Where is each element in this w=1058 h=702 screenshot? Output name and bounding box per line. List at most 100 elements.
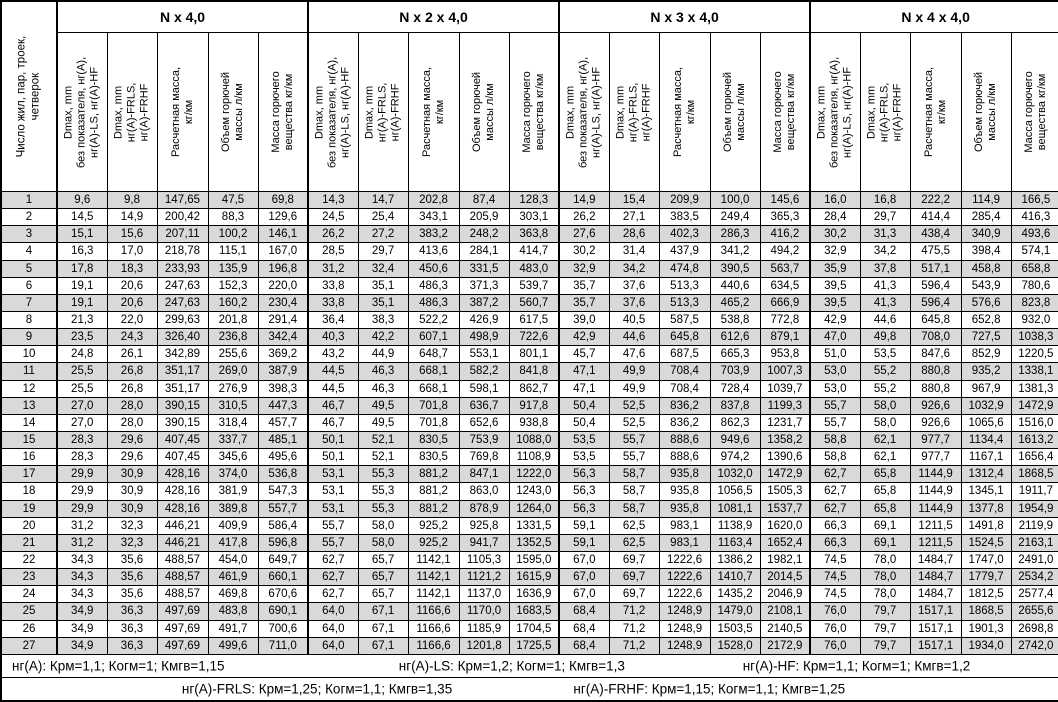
table-cell: 145,6	[759, 190, 811, 210]
table-cell: 24,5	[307, 208, 359, 227]
table-cell: 19,1	[56, 276, 108, 295]
table-cell: 1868,5	[960, 602, 1012, 621]
table-cell: 200,42	[156, 208, 209, 227]
column-header: Объем горючей массы л/км	[458, 32, 510, 192]
table-cell: 652,8	[960, 310, 1012, 330]
table-cell: 24,3	[106, 328, 158, 347]
table-cell: 1142,1	[407, 585, 460, 604]
table-cell: 1222,6	[658, 550, 711, 570]
table-cell: 28,0	[106, 413, 158, 432]
table-cell: 76,0	[809, 619, 861, 638]
table-cell: 52,5	[608, 396, 660, 415]
table-cell: 935,8	[658, 465, 711, 484]
table-cell: 32,9	[558, 259, 610, 278]
table-cell: 652,6	[458, 413, 510, 432]
table-cell: 23,5	[56, 328, 108, 347]
table-cell: 326,40	[156, 328, 209, 347]
table-cell: 457,7	[257, 413, 309, 432]
table-body: 1 9,6 9,8 147,65 47,5 69,8 14,3 14,7 202,8 87,4 12…	[0, 190, 1058, 656]
table-cell: 491,7	[207, 619, 259, 638]
table-cell: 547,3	[257, 482, 309, 501]
table-cell: 20,6	[106, 276, 158, 295]
table-cell: 1199,3	[759, 396, 811, 415]
table-cell: 363,8	[508, 225, 560, 244]
table-cell: 46,7	[307, 413, 359, 432]
table-cell: 658,8	[1010, 259, 1058, 278]
table-cell: 926,6	[909, 413, 962, 432]
table-cell: 27,6	[558, 225, 610, 244]
table-cell: 486,3	[407, 293, 460, 312]
table-cell: 34,9	[56, 636, 108, 656]
table-cell: 440,6	[709, 276, 761, 295]
table-cell: 58,7	[608, 465, 660, 484]
table-cell: 1248,9	[658, 636, 711, 656]
table-row: 6 19,1 20,6 247,63 152,3 220,0 33,8 35,1 486,3 37…	[0, 276, 1058, 295]
table-cell: 22,0	[106, 310, 158, 330]
table-cell: 9,6	[56, 190, 108, 210]
table-cell: 44,5	[307, 362, 359, 381]
table-cell: 30,2	[809, 225, 861, 244]
table-cell: 21,3	[56, 310, 108, 330]
table-cell: 28,0	[106, 396, 158, 415]
table-cell: 1144,9	[909, 499, 962, 518]
table-cell: 1105,3	[458, 550, 510, 570]
table-cell: 1211,5	[909, 516, 962, 535]
table-cell: 1704,5	[508, 619, 560, 638]
table-cell: 35,6	[106, 550, 158, 570]
table-cell: 493,6	[1010, 225, 1058, 244]
table-cell: 1517,1	[909, 602, 962, 621]
table-cell: 222,2	[909, 190, 962, 210]
table-row: 27 34,9 36,3 497,69 499,6 711,0 64,0 67,1 1166,6…	[0, 636, 1058, 656]
table-cell: 1065,6	[960, 413, 1012, 432]
table-cell: 74,5	[809, 585, 861, 604]
table-cell: 67,1	[357, 636, 409, 656]
table-cell: 255,6	[207, 345, 259, 364]
table-cell: 497,69	[156, 602, 209, 621]
table-cell: 28,4	[809, 208, 861, 227]
table-cell: 284,1	[458, 242, 510, 261]
table-cell: 47,5	[207, 190, 259, 210]
table-cell: 2698,8	[1010, 619, 1058, 638]
table-cell: 32,4	[357, 259, 409, 278]
table-cell: 49,8	[859, 328, 911, 347]
table-cell: 454,0	[207, 550, 259, 570]
table-cell: 62,7	[809, 482, 861, 501]
table-cell: 465,2	[709, 293, 761, 312]
table-cell: 977,7	[909, 430, 962, 450]
table-row: 3 15,1 15,6 207,11 100,2 146,1 26,2 27,2 383,2 24…	[0, 225, 1058, 244]
table-cell: 1248,9	[658, 602, 711, 621]
table-cell: 665,3	[709, 345, 761, 364]
footnote-row-1: нг(А): Крм=1,1; Когм=1; Кмгв=1,15 нг(А)-…	[0, 654, 1058, 678]
table-cell: 703,9	[709, 362, 761, 381]
table-cell: 426,9	[458, 310, 510, 330]
table-cell: 1537,7	[759, 499, 811, 518]
table-cell: 58,7	[608, 499, 660, 518]
table-cell: 690,1	[257, 602, 309, 621]
table-cell: 1166,6	[407, 636, 460, 656]
table-cell: 45,7	[558, 345, 610, 364]
table-cell: 1656,4	[1010, 448, 1058, 467]
table-cell: 1222,6	[658, 568, 711, 587]
table-cell: 55,2	[859, 362, 911, 381]
row-number: 16	[0, 448, 58, 467]
table-cell: 29,6	[106, 448, 158, 467]
table-cell: 1484,7	[909, 550, 962, 570]
table-cell: 53,1	[307, 482, 359, 501]
table-cell: 209,9	[658, 190, 711, 210]
column-header: Объем горючей массы л/км	[709, 32, 761, 192]
table-cell: 708,0	[909, 328, 962, 347]
footnote-nga: нг(А): Крм=1,1; Когм=1; Кмгв=1,15	[12, 658, 225, 674]
table-cell: 576,6	[960, 293, 1012, 312]
row-number: 12	[0, 379, 58, 398]
table-cell: 1352,5	[508, 533, 560, 552]
table-cell: 146,1	[257, 225, 309, 244]
row-number: 9	[0, 328, 58, 347]
table-cell: 30,2	[558, 242, 610, 261]
table-cell: 310,5	[207, 396, 259, 415]
table-cell: 25,5	[56, 379, 108, 398]
table-cell: 1134,4	[960, 430, 1012, 450]
table-cell: 488,57	[156, 585, 209, 604]
table-cell: 62,5	[608, 516, 660, 535]
table-cell: 196,8	[257, 259, 309, 278]
table-cell: 1338,1	[1010, 362, 1058, 381]
